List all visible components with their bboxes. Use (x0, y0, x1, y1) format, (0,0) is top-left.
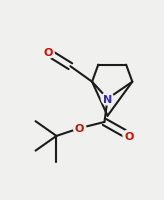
Text: O: O (75, 124, 84, 133)
Text: O: O (43, 48, 53, 58)
Circle shape (101, 93, 114, 105)
Circle shape (73, 122, 86, 135)
Text: N: N (103, 94, 112, 104)
Circle shape (42, 47, 54, 59)
Circle shape (123, 130, 135, 142)
Text: O: O (124, 131, 134, 141)
